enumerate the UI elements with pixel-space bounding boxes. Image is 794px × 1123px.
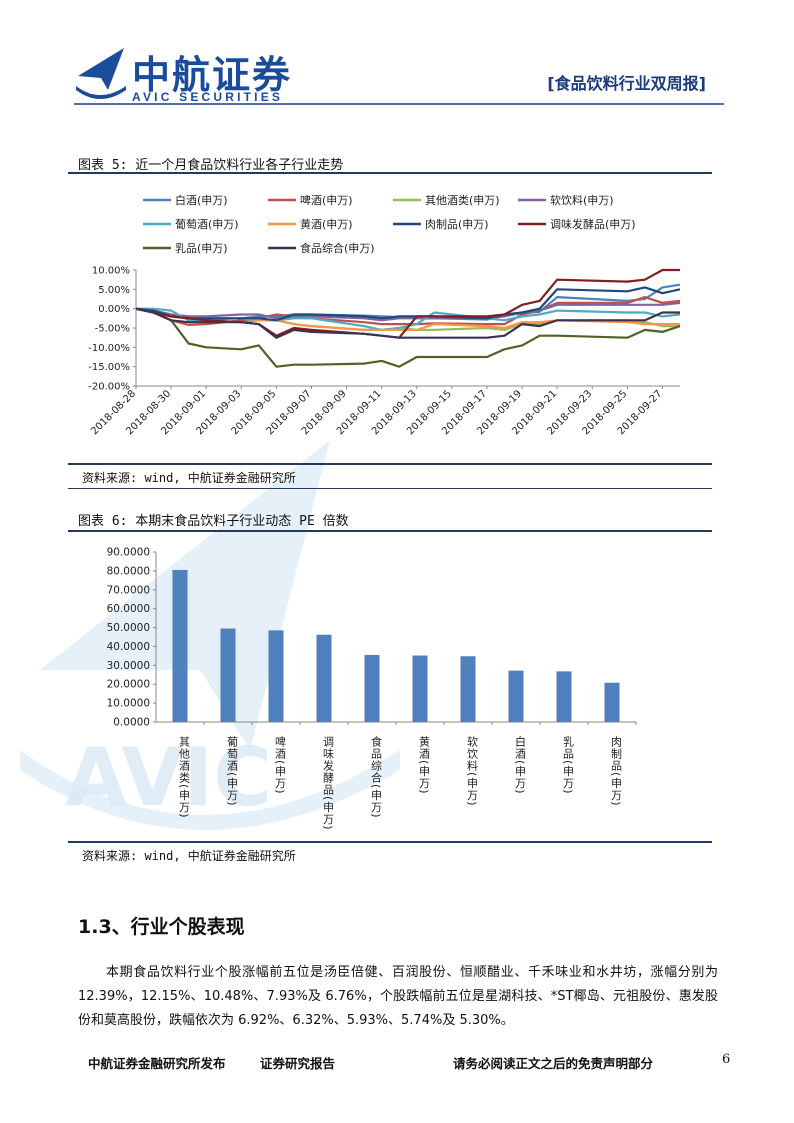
legend-label: 白酒(申万) [175, 193, 228, 207]
x-tick-label: 软饮料(申万) [466, 735, 479, 807]
bar [364, 654, 380, 722]
section-paragraph: 本期食品饮料行业个股涨幅前五位是汤臣倍健、百润股份、恒顺醋业、千禾味业和水井坊，… [78, 965, 718, 1028]
figure5-caption: 图表 5: 近一个月食品饮料行业各子行业走势 [78, 158, 344, 173]
series-line [136, 301, 681, 322]
y-tick-label: 80.0000 [107, 565, 150, 577]
y-tick-label: -10.00% [88, 343, 130, 354]
bar [220, 628, 236, 722]
bar [316, 634, 332, 722]
legend-label: 其他酒类(申万) [425, 193, 500, 207]
x-tick-label: 白酒(申万) [514, 735, 527, 795]
series-line [136, 307, 681, 368]
report-title: [食品饮料行业双周报] [547, 74, 706, 93]
bar [508, 670, 524, 722]
figure6-bottom-rule [68, 841, 712, 843]
y-tick-label: -15.00% [88, 362, 130, 373]
legend-label: 葡萄酒(申万) [175, 218, 239, 231]
figure5-source: 资料来源: wind, 中航证券金融研究所 [82, 471, 296, 485]
series-line [136, 286, 681, 322]
bar [412, 655, 428, 722]
line-chart: 白酒(申万) 啤酒(申万) 其他酒类(申万) 软饮料(申万) 葡萄酒(申万) 黄酒(申万)… [88, 193, 681, 437]
bar [604, 682, 620, 722]
x-tick-label: 黄酒(申万) [418, 735, 431, 795]
watermark-arc-shape [20, 750, 400, 830]
legend-label: 软饮料(申万) [550, 193, 614, 207]
logo-chinese-name: 中航证券 [132, 53, 293, 97]
watermark-text: AVIC [65, 731, 272, 824]
legend-label: 食品综合(申万) [300, 241, 375, 255]
figure6-source: 资料来源: wind, 中航证券金融研究所 [82, 849, 296, 863]
bar [556, 671, 572, 722]
x-tick-label: 食品综合(申万) [370, 735, 383, 819]
avic-logo: AVIC 中航证券 AVIC SECURITIES [74, 40, 314, 106]
avic-plane-icon: AVIC [76, 48, 126, 99]
figure5-top-rule [68, 172, 712, 174]
y-tick-label: 0.00% [98, 304, 130, 315]
y-tick-label: -20.00% [88, 382, 130, 393]
page-number: 6 [722, 1052, 731, 1067]
legend-label: 肉制品(申万) [425, 218, 489, 231]
legend-label: 乳品(申万) [175, 242, 228, 255]
series-line [136, 307, 680, 339]
bar [268, 630, 284, 722]
legend-label: 调味发酵品(申万) [550, 217, 636, 231]
y-tick-label: -5.00% [95, 324, 130, 335]
y-tick-label: 40.0000 [107, 641, 150, 653]
y-tick-label: 90.0000 [107, 547, 150, 559]
section-heading: 1.3、行业个股表现 [78, 916, 245, 938]
figure5-bottom-rule [68, 463, 712, 465]
logo-english-name: AVIC SECURITIES [132, 90, 284, 104]
footer-report-type: 证券研究报告 [260, 1056, 336, 1071]
y-tick-label: 30.0000 [107, 660, 150, 672]
y-tick-label: 0.0000 [113, 717, 150, 729]
bar-chart: 90.0000 80.0000 70.0000 60.0000 50.0000 40.00… [107, 547, 637, 830]
legend-label: 啤酒(申万) [300, 193, 353, 207]
figure6-caption: 图表 6: 本期末食品饮料子行业动态 PE 倍数 [78, 514, 349, 529]
y-tick-label: 10.0000 [107, 698, 150, 710]
x-tick-label: 啤酒(申万) [274, 735, 287, 795]
y-tick-label: 10.00% [92, 266, 130, 277]
bar [172, 569, 188, 722]
x-tick-label: 其他酒类(申万) [178, 736, 191, 819]
header-divider [74, 103, 724, 105]
y-tick-label: 5.00% [98, 285, 130, 296]
y-tick-label: 60.0000 [107, 603, 150, 615]
y-tick-label: 50.0000 [107, 622, 150, 634]
figure6-top-thin-rule [68, 488, 712, 489]
y-tick-label: 20.0000 [107, 679, 150, 691]
figure6-top-rule [68, 530, 712, 532]
footer-publisher: 中航证券金融研究所发布 [88, 1056, 226, 1071]
x-tick-label: 葡萄酒(申万) [226, 736, 239, 807]
legend-label: 黄酒(申万) [300, 217, 353, 231]
footer-disclaimer: 请务必阅读正文之后的免责声明部分 [453, 1056, 654, 1071]
logo-badge-text: AVIC [90, 88, 108, 96]
y-tick-label: 70.0000 [107, 584, 150, 596]
x-tick-label: 乳品(申万) [562, 736, 575, 795]
bar [460, 656, 476, 722]
x-tick-label: 调味发酵品(申万) [322, 736, 335, 830]
series-line [136, 295, 681, 326]
x-tick-label: 肉制品(申万) [610, 736, 623, 807]
